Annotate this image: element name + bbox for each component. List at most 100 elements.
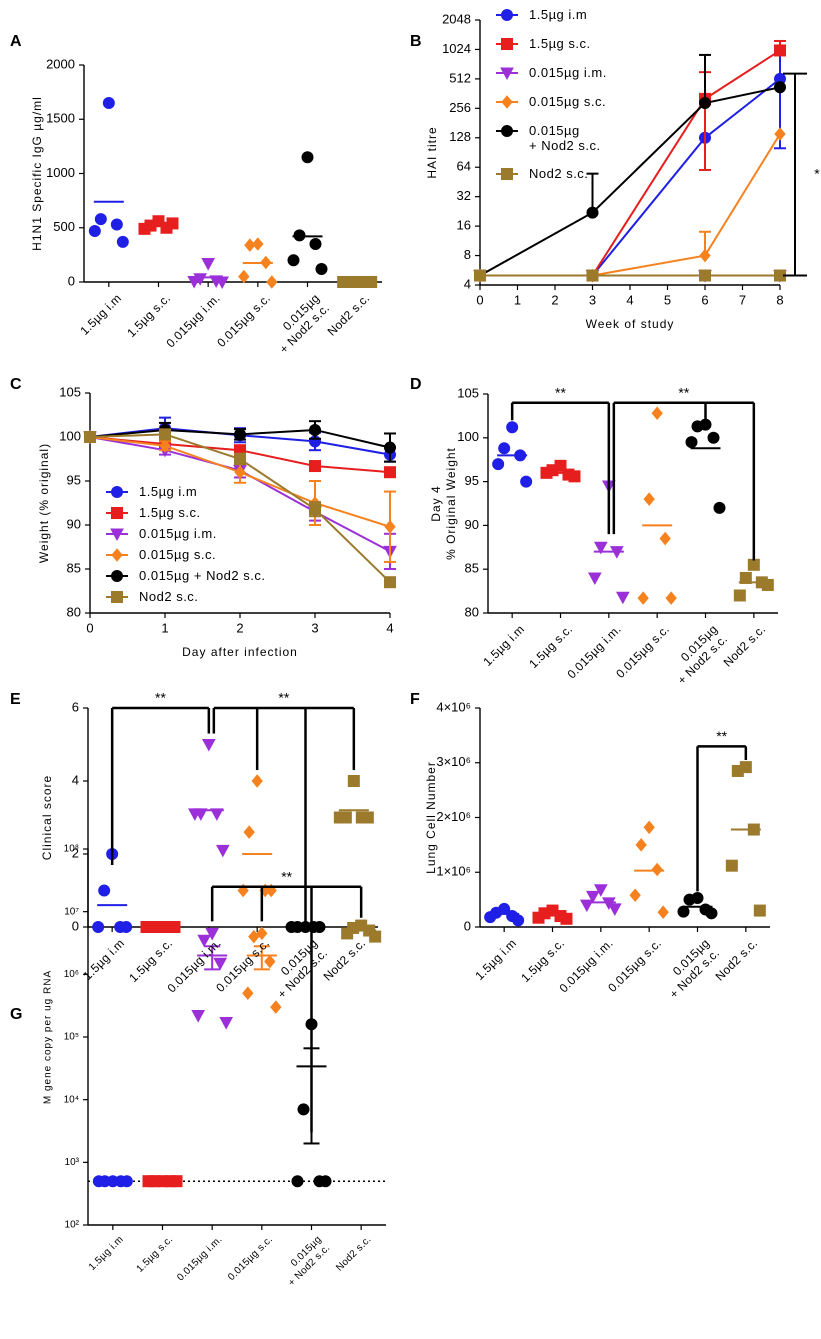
- significance: **: [278, 690, 289, 706]
- point: [94, 213, 107, 226]
- y-tick-label: 512: [449, 70, 471, 85]
- point: [287, 254, 300, 267]
- point: [297, 1103, 310, 1116]
- point: [309, 503, 321, 516]
- point: [560, 912, 573, 925]
- legend-label: 0.015µg i.m.: [529, 65, 607, 80]
- point: [651, 862, 663, 877]
- point: [293, 229, 306, 242]
- point: [256, 926, 268, 941]
- y-tick-label: 1×10⁶: [436, 864, 471, 879]
- point: [691, 420, 704, 433]
- legend-label: 0.015µg i.m.: [139, 526, 217, 541]
- y-tick-label: 500: [53, 219, 75, 234]
- y-tick-label: 85: [465, 561, 479, 576]
- point: [333, 811, 346, 824]
- x-tick-label: 4: [386, 620, 393, 635]
- point: [110, 218, 123, 231]
- point: [731, 764, 744, 777]
- point: [629, 888, 641, 903]
- point: [166, 217, 179, 230]
- point: [291, 1175, 304, 1188]
- y-tick-label: 1000: [46, 165, 75, 180]
- legend-marker: [501, 95, 513, 109]
- point: [201, 739, 216, 752]
- x-tick-label: 1: [514, 292, 521, 307]
- point: [677, 905, 690, 918]
- point: [699, 269, 711, 282]
- x-tick-label: 0: [476, 292, 483, 307]
- point: [384, 519, 396, 534]
- point: [243, 825, 255, 839]
- legend-label: 0.015µg s.c.: [139, 547, 217, 562]
- y-tick-label: 2×10⁶: [436, 809, 471, 824]
- y-axis-label: Day 4: [429, 485, 443, 521]
- series-line: [479, 86, 781, 277]
- point: [309, 460, 321, 473]
- point: [384, 441, 396, 454]
- x-tick-label: 5: [664, 292, 671, 307]
- legend-marker: [111, 548, 123, 562]
- point: [699, 248, 711, 263]
- legend-label: Nod2 s.c.: [529, 166, 589, 181]
- point: [219, 1017, 234, 1030]
- y-axis-label: Lung Cell Number: [424, 761, 438, 874]
- x-axis-label: Week of study: [586, 317, 675, 331]
- point: [643, 820, 655, 835]
- point: [586, 269, 599, 282]
- y-tick-label: 10²: [65, 1220, 80, 1231]
- y-tick-label: 10³: [65, 1157, 80, 1168]
- x-tick-label: 3: [589, 292, 596, 307]
- legend-marker: [501, 168, 513, 180]
- point: [234, 428, 246, 441]
- y-tick-label: 2000: [46, 56, 75, 71]
- legend-label: 0.015µg s.c.: [529, 94, 607, 109]
- legend-label: 1.5µg i.m: [529, 7, 588, 22]
- point: [657, 905, 669, 919]
- point: [568, 470, 581, 483]
- point: [586, 206, 599, 219]
- point: [753, 904, 766, 917]
- panel-label: F: [410, 691, 420, 708]
- y-tick-label: 256: [449, 100, 471, 115]
- y-axis-label: H1N1 Specific IgG µg/ml: [30, 96, 44, 251]
- legend-label: 1.5µg i.m: [139, 484, 198, 499]
- point: [197, 934, 212, 948]
- significance: **: [555, 384, 566, 400]
- point: [213, 957, 228, 971]
- point: [707, 431, 720, 444]
- point: [159, 428, 171, 441]
- point: [264, 954, 276, 969]
- x-tick-label: 1: [161, 620, 168, 635]
- point: [102, 96, 115, 109]
- point: [120, 921, 133, 933]
- legend-marker: [500, 67, 514, 81]
- point: [615, 591, 630, 605]
- legend-label: 0.015µg + Nod2 s.c.: [529, 123, 601, 153]
- y-tick-label: 80: [465, 604, 479, 619]
- point: [739, 571, 752, 584]
- legend-label: 1.5µg s.c.: [139, 505, 201, 520]
- y-axis-label: Weight (% original): [37, 443, 51, 563]
- point: [774, 127, 786, 141]
- point: [244, 238, 256, 252]
- point: [215, 844, 230, 858]
- point: [705, 907, 718, 920]
- point: [733, 589, 746, 602]
- point: [138, 222, 151, 235]
- y-tick-label: 0: [68, 273, 75, 288]
- point: [252, 237, 264, 251]
- legend-marker: [111, 486, 123, 498]
- point: [601, 897, 616, 910]
- x-tick-label: 8: [776, 292, 783, 307]
- panel-label: E: [10, 691, 21, 708]
- point: [341, 927, 354, 940]
- point: [116, 235, 129, 248]
- point: [315, 262, 328, 275]
- panel-label: A: [10, 33, 22, 50]
- point: [593, 541, 608, 555]
- point: [301, 151, 314, 164]
- point: [361, 811, 374, 824]
